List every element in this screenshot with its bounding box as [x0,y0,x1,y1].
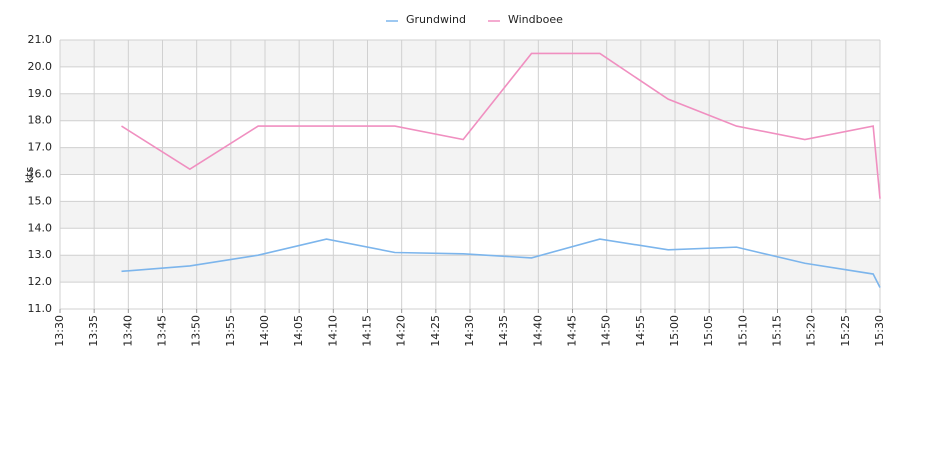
y-tick-label: 16.0 [28,168,53,181]
y-axis-label: kts [23,167,36,184]
y-tick-label: 19.0 [28,87,53,100]
x-tick-label: 14:00 [258,315,271,347]
legend-label: Windboee [508,13,563,26]
y-tick-label: 12.0 [28,275,53,288]
x-tick-label: 15:20 [805,315,818,347]
x-tick-label: 14:45 [566,315,579,347]
x-tick-label: 14:20 [395,315,408,347]
x-tick-label: 14:50 [600,315,613,347]
series-line [121,238,881,288]
x-tick-label: 14:40 [531,315,544,347]
x-tick-label: 13:45 [156,315,169,347]
y-tick-label: 14.0 [28,221,53,234]
x-tick-label: 14:30 [463,315,476,347]
x-tick-label: 14:15 [361,315,374,347]
y-tick-label: 17.0 [28,141,53,154]
x-tick-label: 15:05 [702,315,715,347]
x-tick-label: 15:10 [736,315,749,347]
y-tick-label: 11.0 [28,302,53,315]
y-tick-label: 20.0 [28,60,53,73]
x-tick-label: 14:10 [326,315,339,347]
y-tick-label: 18.0 [28,114,53,127]
x-tick-label: 15:00 [668,315,681,347]
x-tick-label: 14:05 [292,315,305,347]
x-tick-label: 15:25 [839,315,852,347]
x-tick-label: 13:55 [224,315,237,347]
y-tick-label: 21.0 [28,33,53,46]
x-tick-label: 15:30 [873,315,886,347]
x-tick-label: 14:35 [497,315,510,347]
x-tick-label: 13:40 [121,315,134,347]
x-tick-label: 13:35 [87,315,100,347]
x-tick-label: 13:50 [190,315,203,347]
series-line [121,52,881,199]
x-tick-label: 14:55 [634,315,647,347]
x-tick-label: 14:25 [429,315,442,347]
x-tick-label: 13:30 [53,315,66,347]
y-tick-label: 15.0 [28,194,53,207]
x-tick-label: 15:15 [771,315,784,347]
y-tick-label: 13.0 [28,248,53,261]
legend-label: Grundwind [406,13,466,26]
